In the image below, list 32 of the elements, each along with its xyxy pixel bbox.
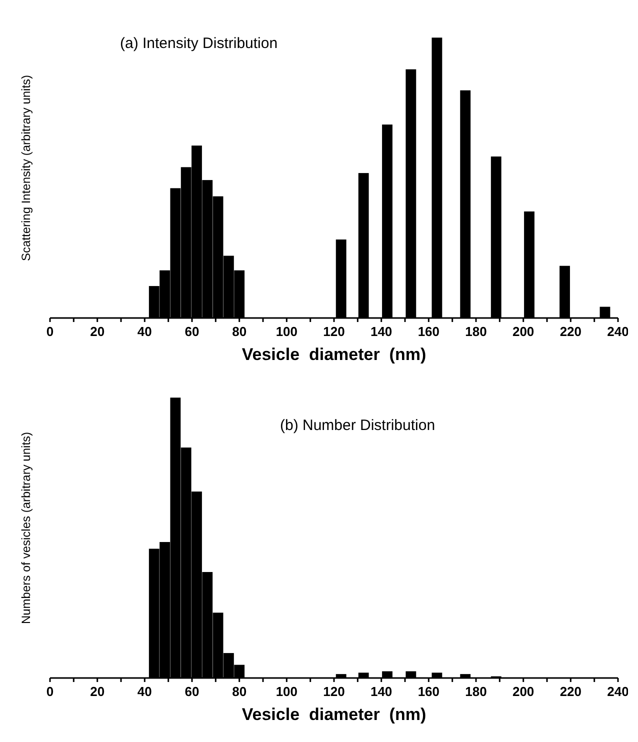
x-tick-label: 60 bbox=[184, 684, 200, 699]
x-tick-label: 220 bbox=[560, 324, 582, 339]
x-tick-label: 20 bbox=[90, 684, 105, 699]
y-axis-title: Numbers of vesicles (arbitrary units) bbox=[19, 432, 34, 624]
chart-title: (a) Intensity Distribution bbox=[120, 35, 278, 52]
x-tick-label: 100 bbox=[276, 684, 298, 699]
text: (b) Number Distribution bbox=[280, 417, 436, 434]
x-tick-label: 120 bbox=[323, 324, 345, 339]
y-axis-title: Scattering Intensity (arbitrary units) bbox=[19, 74, 34, 262]
x-tick-label: 80 bbox=[232, 324, 247, 339]
x-tick-label: 20 bbox=[90, 324, 105, 339]
x-tick-label: 200 bbox=[512, 684, 534, 699]
x-tick-label: 160 bbox=[418, 684, 440, 699]
x-tick-label: 0 bbox=[46, 684, 54, 699]
x-tick-label: 200 bbox=[512, 324, 534, 339]
x-tick-label: 60 bbox=[184, 324, 200, 339]
x-tick-label: 240 bbox=[607, 324, 629, 339]
x-tick-label: 180 bbox=[465, 324, 487, 339]
x-tick-label: 240 bbox=[607, 684, 629, 699]
x-tick-label: 180 bbox=[465, 684, 487, 699]
x-tick-label: 80 bbox=[232, 684, 247, 699]
x-tick-label: 220 bbox=[560, 684, 582, 699]
x-tick-label: 160 bbox=[418, 324, 440, 339]
x-tick-label: 140 bbox=[370, 684, 392, 699]
x-axis-title: Vesicle diameter (nm) bbox=[242, 705, 426, 724]
x-axis-title: Vesicle diameter (nm) bbox=[242, 345, 426, 364]
x-tick-label: 100 bbox=[276, 324, 298, 339]
x-tick-label: 40 bbox=[137, 324, 152, 339]
x-tick-label: 40 bbox=[137, 684, 152, 699]
x-tick-label: 0 bbox=[46, 324, 54, 339]
x-tick-label: 120 bbox=[323, 684, 345, 699]
x-tick-label: 140 bbox=[370, 324, 392, 339]
